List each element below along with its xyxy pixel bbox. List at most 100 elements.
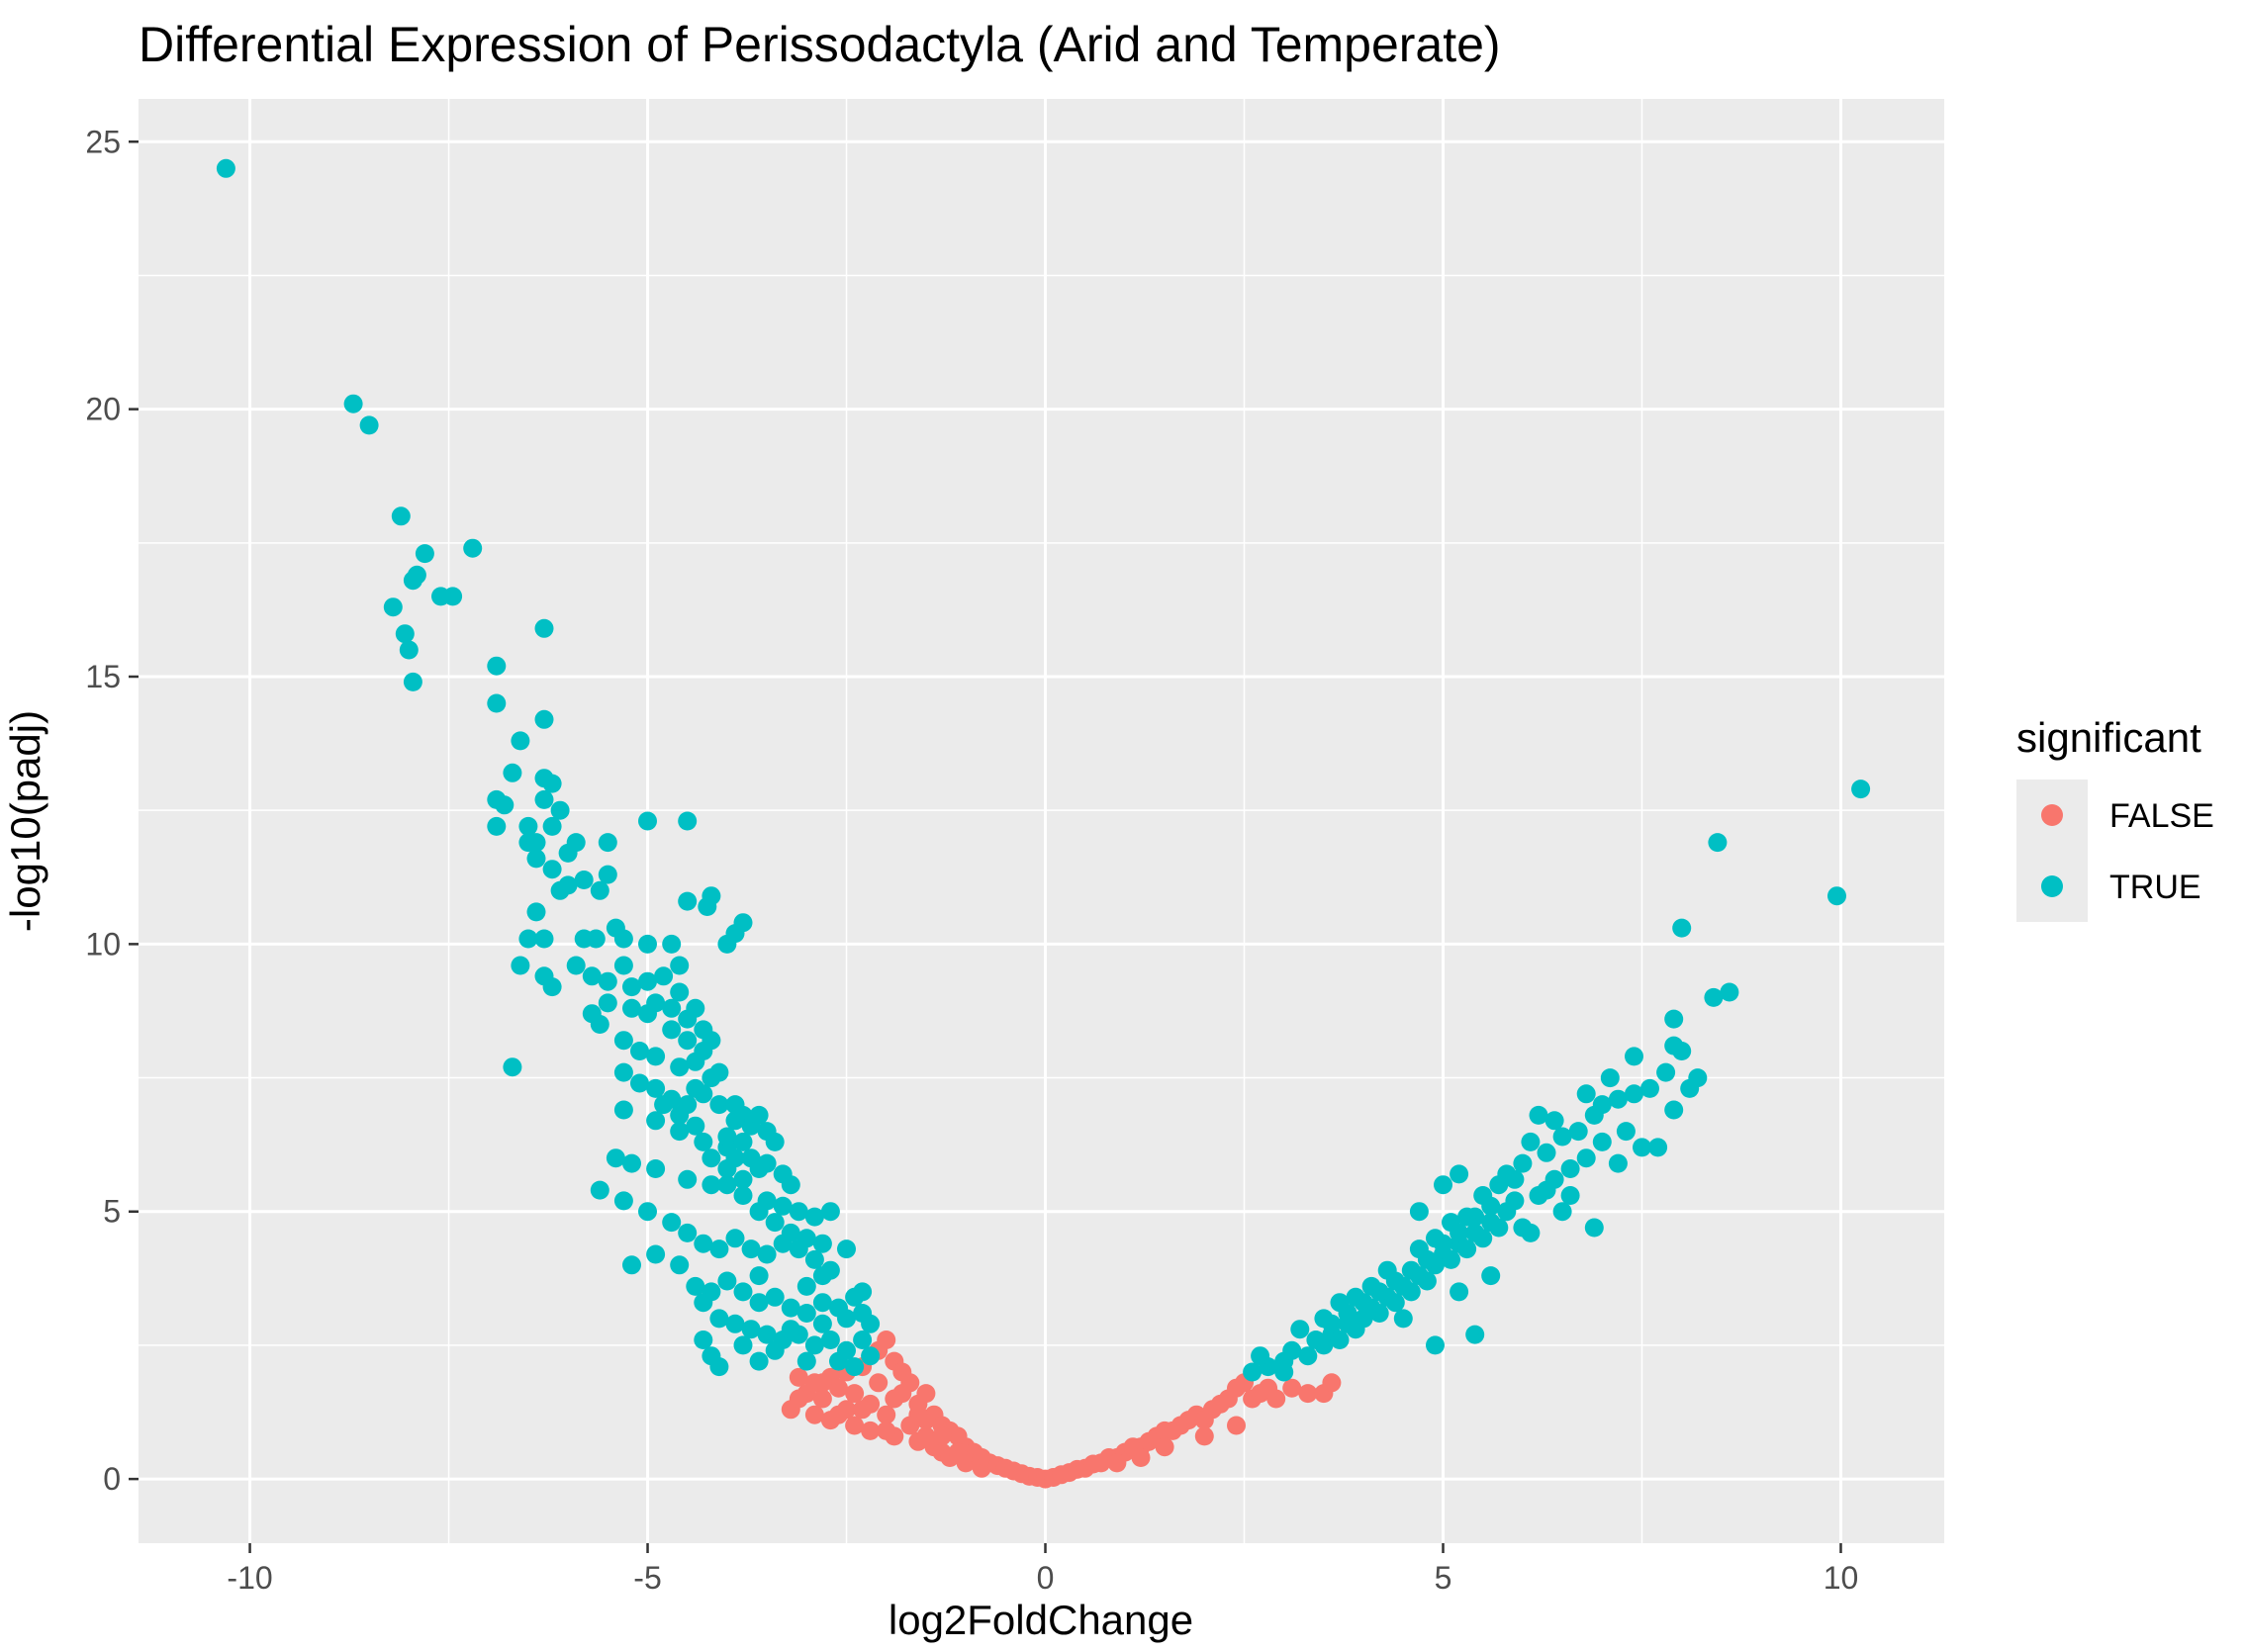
point-true: [702, 1148, 721, 1168]
point-true: [694, 1331, 713, 1349]
point-false: [1266, 1389, 1286, 1409]
point-true: [709, 1095, 729, 1115]
point-true: [518, 929, 538, 949]
point-true: [694, 1042, 713, 1060]
point-true: [542, 977, 562, 997]
point-true: [812, 1266, 832, 1286]
point-false: [908, 1405, 928, 1424]
point-true: [1274, 1362, 1294, 1382]
point-true: [749, 1351, 769, 1371]
point-true: [518, 816, 538, 836]
point-false: [1155, 1437, 1174, 1457]
point-true: [1290, 1320, 1310, 1339]
point-true: [662, 1213, 682, 1233]
point-true: [1704, 987, 1724, 1007]
point-true: [694, 1234, 713, 1253]
point-true: [733, 1335, 753, 1355]
point-true: [598, 833, 617, 853]
point-true: [1450, 1164, 1469, 1184]
point-true: [804, 1207, 824, 1227]
data-points: [216, 158, 1871, 1489]
point-true: [1584, 1218, 1604, 1238]
point-true: [733, 1282, 753, 1302]
grid-minor-lines: [139, 99, 1944, 1543]
point-false: [1282, 1378, 1302, 1398]
point-true: [1664, 1009, 1684, 1029]
point-true: [698, 897, 717, 916]
point-false: [869, 1373, 889, 1393]
point-true: [670, 1057, 690, 1077]
point-true: [686, 998, 705, 1018]
point-true: [1442, 1213, 1460, 1233]
point-true: [749, 1202, 769, 1222]
point-true: [415, 544, 434, 564]
point-true: [717, 1127, 737, 1147]
point-true: [1680, 1078, 1700, 1098]
point-true: [590, 1180, 609, 1200]
point-true: [709, 1239, 729, 1259]
point-true: [662, 934, 682, 954]
point-true: [511, 956, 530, 975]
point-true: [613, 1100, 633, 1120]
point-true: [765, 1213, 785, 1233]
point-true: [534, 929, 554, 949]
point-true: [686, 1078, 705, 1098]
point-true: [1664, 1100, 1684, 1120]
point-true: [574, 871, 594, 889]
point-true: [598, 971, 617, 991]
point-true: [534, 789, 554, 809]
point-true: [837, 1239, 856, 1259]
point-false: [877, 1421, 896, 1440]
point-true: [395, 624, 415, 644]
point-true: [1409, 1239, 1429, 1259]
point-true: [403, 571, 422, 591]
point-true: [1450, 1282, 1469, 1302]
legend-label-false: FALSE: [2109, 797, 2214, 835]
legend-label-true: TRUE: [2109, 869, 2201, 906]
point-true: [1851, 780, 1871, 799]
point-true: [613, 1062, 633, 1082]
point-true: [781, 1320, 800, 1339]
point-true: [717, 1271, 737, 1291]
point-true: [1592, 1095, 1612, 1115]
point-true: [1592, 1132, 1612, 1151]
point-true: [733, 1132, 753, 1151]
point-true: [598, 865, 617, 884]
point-true: [542, 860, 562, 879]
point-false: [1227, 1416, 1246, 1435]
point-true: [702, 1175, 721, 1195]
point-true: [1361, 1276, 1381, 1296]
point-true: [586, 929, 606, 949]
point-false: [916, 1384, 936, 1404]
point-true: [216, 158, 235, 178]
point-true: [1330, 1293, 1350, 1313]
point-true: [1600, 1068, 1620, 1088]
point-true: [1625, 1047, 1643, 1066]
point-true: [765, 1340, 785, 1360]
point-false: [861, 1421, 881, 1440]
point-true: [812, 1293, 832, 1313]
point-true: [582, 966, 602, 986]
point-true: [686, 1116, 705, 1136]
y-tick-label: 20: [85, 392, 121, 427]
point-true: [1708, 833, 1728, 853]
point-true: [638, 1202, 657, 1222]
point-true: [566, 833, 586, 853]
point-true: [749, 1105, 769, 1125]
point-true: [503, 1057, 522, 1077]
point-true: [622, 1153, 641, 1173]
point-true: [829, 1351, 848, 1371]
point-true: [1625, 1084, 1643, 1104]
point-false: [1194, 1426, 1214, 1446]
point-true: [717, 934, 737, 954]
point-true: [550, 800, 570, 820]
x-axis-title: log2FoldChange: [889, 1597, 1193, 1643]
point-true: [670, 982, 690, 1002]
point-true: [796, 1229, 816, 1248]
point-false: [845, 1416, 865, 1435]
point-true: [1576, 1148, 1596, 1168]
point-true: [1369, 1304, 1389, 1323]
point-true: [487, 693, 507, 713]
point-true: [662, 998, 682, 1018]
